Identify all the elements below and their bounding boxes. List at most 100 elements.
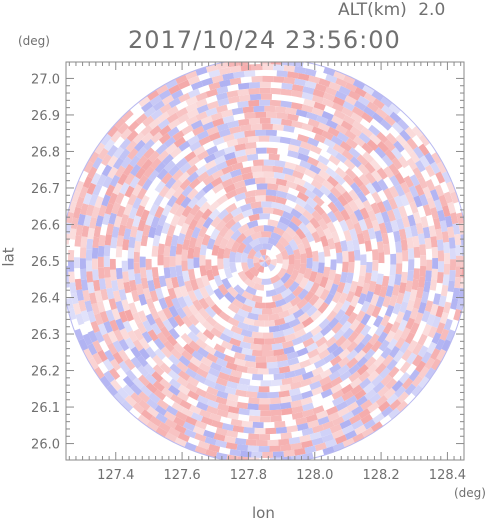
radar-cell bbox=[417, 333, 428, 347]
radar-cell bbox=[455, 266, 462, 278]
radar-cell bbox=[391, 121, 404, 134]
radar-cell bbox=[235, 251, 243, 263]
radar-cell bbox=[94, 290, 103, 303]
radar-cell bbox=[316, 161, 329, 172]
radar-cell bbox=[244, 112, 256, 120]
radar-cell bbox=[252, 421, 264, 429]
radar-cell bbox=[345, 218, 355, 231]
radar-cell bbox=[88, 292, 97, 305]
radar-cell bbox=[221, 165, 234, 175]
radar-cell bbox=[235, 185, 248, 195]
radar-cell bbox=[301, 427, 314, 437]
radar-cell bbox=[342, 250, 349, 262]
radar-cell bbox=[116, 235, 124, 247]
radar-cell bbox=[300, 253, 307, 264]
radar-cell bbox=[80, 268, 87, 280]
radar-cell bbox=[251, 307, 263, 315]
radar-cell bbox=[145, 382, 158, 394]
radar-cell bbox=[286, 351, 299, 360]
radar-cell bbox=[360, 313, 371, 326]
radar-cell bbox=[113, 392, 126, 405]
radar-cell bbox=[260, 93, 272, 100]
radar-cell bbox=[361, 333, 373, 346]
radar-cell bbox=[327, 126, 340, 137]
radar-cell bbox=[330, 259, 337, 271]
radar-cell bbox=[312, 405, 325, 415]
radar-cell bbox=[165, 142, 178, 155]
radar-cell bbox=[189, 356, 202, 368]
radar-cell bbox=[142, 287, 152, 300]
radar-cell bbox=[110, 379, 122, 392]
radar-cell bbox=[282, 327, 295, 337]
radar-cell bbox=[236, 364, 248, 373]
radar-cell bbox=[172, 186, 184, 199]
radar-cell bbox=[99, 375, 112, 388]
radar-cell bbox=[181, 185, 193, 198]
radar-cell bbox=[261, 201, 273, 208]
radar-cell bbox=[390, 219, 399, 232]
radar-cell bbox=[413, 246, 421, 258]
radar-cell bbox=[260, 231, 272, 238]
radar-cell bbox=[413, 195, 423, 208]
radar-cell bbox=[255, 356, 267, 363]
radar-cell bbox=[138, 399, 151, 411]
radar-cell bbox=[246, 367, 259, 375]
radar-cell bbox=[309, 217, 321, 229]
radar-cell bbox=[340, 338, 352, 351]
radar-cell bbox=[425, 179, 436, 192]
radar-cell bbox=[444, 215, 453, 228]
radar-cell bbox=[436, 272, 444, 284]
radar-cell bbox=[380, 314, 391, 327]
radar-cell bbox=[381, 406, 394, 418]
radar-cell bbox=[348, 363, 361, 376]
radar-cell bbox=[118, 224, 127, 237]
radar-cell bbox=[223, 258, 230, 269]
radar-cell bbox=[288, 238, 299, 251]
radar-cell bbox=[303, 203, 316, 215]
radar-cell bbox=[386, 359, 398, 372]
radar-cell bbox=[348, 371, 361, 383]
radar-cell bbox=[325, 119, 339, 130]
radar-cell bbox=[92, 156, 103, 170]
radar-cell bbox=[264, 261, 269, 268]
radar-cell bbox=[262, 451, 274, 459]
radar-cell bbox=[136, 155, 148, 168]
radar-cell bbox=[280, 432, 293, 440]
radar-cell bbox=[232, 212, 245, 223]
radar-cell bbox=[320, 388, 333, 399]
radar-cell bbox=[262, 123, 273, 130]
radar-cell bbox=[283, 449, 295, 458]
radar-cell bbox=[80, 310, 90, 323]
radar-cell bbox=[363, 106, 376, 118]
radar-cell bbox=[433, 217, 442, 230]
radar-cell bbox=[230, 221, 242, 233]
axis-ticks: 27.026.926.826.726.626.526.426.326.226.1… bbox=[31, 62, 466, 483]
radar-cell bbox=[161, 204, 172, 217]
radar-cell bbox=[94, 330, 105, 343]
radar-cell bbox=[250, 231, 262, 241]
radar-cell bbox=[149, 307, 160, 320]
y-tick-label: 26.5 bbox=[31, 255, 60, 270]
radar-cell bbox=[176, 391, 190, 402]
radar-cell bbox=[177, 113, 190, 124]
radar-cell bbox=[146, 420, 159, 432]
radar-cell bbox=[161, 172, 173, 185]
radar-cell bbox=[307, 137, 320, 147]
radar-cell bbox=[384, 221, 394, 234]
radar-cell bbox=[268, 367, 280, 375]
radar-cell bbox=[124, 358, 136, 371]
radar-cell bbox=[298, 263, 307, 275]
radar-cell bbox=[379, 285, 388, 298]
radar-cell bbox=[417, 233, 426, 245]
radar-cell bbox=[294, 66, 306, 75]
radar-cell bbox=[177, 370, 191, 382]
radar-cell bbox=[106, 384, 119, 397]
radar-cell bbox=[204, 284, 215, 297]
radar-cell bbox=[204, 436, 217, 446]
radar-cell bbox=[181, 315, 193, 328]
radar-cell bbox=[170, 348, 183, 360]
radar-cell bbox=[289, 295, 302, 307]
radar-cell bbox=[231, 298, 244, 309]
radar-cell bbox=[320, 324, 332, 337]
radar-cell bbox=[354, 424, 367, 436]
